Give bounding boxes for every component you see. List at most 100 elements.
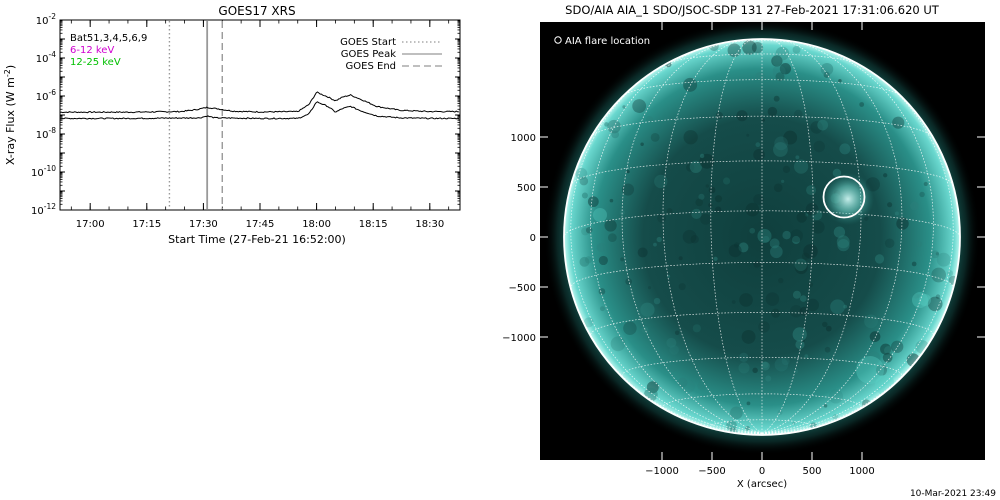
goes-x-tick-label: 18:00 <box>302 219 331 230</box>
disk-speckle <box>804 354 809 359</box>
disk-speckle <box>738 242 749 253</box>
goes-x-tick-label: 17:30 <box>189 219 218 230</box>
disk-speckle <box>794 261 808 275</box>
disk-speckle <box>678 283 686 291</box>
disk-speckle <box>773 95 780 102</box>
disk-speckle <box>604 122 609 127</box>
disk-speckle <box>916 241 923 248</box>
heliographic-grid <box>564 39 960 435</box>
disk-speckle <box>931 267 947 283</box>
disk-speckle <box>632 99 647 113</box>
disk-speckle <box>678 256 683 261</box>
disk-speckle <box>609 198 614 203</box>
disk-speckle <box>626 169 630 174</box>
disk-speckle <box>686 163 695 172</box>
aia-legend: AIA flare location <box>554 36 650 47</box>
goes-series-line-1 <box>59 101 460 120</box>
disk-speckle <box>859 102 865 107</box>
disk-speckle <box>874 254 885 264</box>
disk-speckle <box>843 304 848 309</box>
disk-speckle <box>753 194 764 205</box>
disk-speckle <box>773 183 783 193</box>
disk-speckle <box>804 213 809 217</box>
disk-speckle <box>760 361 770 371</box>
disk-speckle <box>689 160 702 174</box>
disk-speckle <box>699 153 715 169</box>
disk-speckle <box>771 55 783 67</box>
disk-speckle <box>746 401 751 406</box>
disk-speckle <box>623 321 637 336</box>
disk-speckle <box>753 148 765 161</box>
disk-speckle <box>666 337 677 348</box>
disk-speckle <box>801 252 810 260</box>
disk-speckle <box>734 242 740 248</box>
disk-speckle <box>745 202 760 217</box>
disk-speckle <box>699 153 705 159</box>
disk-speckle <box>739 352 749 362</box>
goes-y-tick-label: 10-4 <box>36 50 56 65</box>
disk-speckle <box>674 330 680 336</box>
disk-speckle <box>823 404 828 408</box>
goes-x-tick-label: 18:15 <box>359 219 388 230</box>
disk-speckle <box>806 185 817 196</box>
disk-speckle <box>715 111 723 120</box>
disk-speckle <box>803 244 818 259</box>
disk-speckle <box>792 45 801 54</box>
disk-speckle <box>584 256 593 264</box>
disk-speckle <box>783 130 798 145</box>
goes-x-axis-label: Start Time (27-Feb-21 16:52:00) <box>168 233 346 246</box>
disk-speckle <box>599 306 605 312</box>
disk-speckle <box>887 202 893 208</box>
disk-speckle <box>765 292 780 306</box>
disk-speckle <box>645 115 654 124</box>
aia-x-tick-label: 500 <box>802 466 821 477</box>
disk-speckle <box>817 119 829 131</box>
aia-x-ticks: −1000 −500 0 500 1000 <box>645 22 875 477</box>
disk-speckle <box>800 295 807 302</box>
disk-speckle <box>755 142 761 148</box>
disk-speckle <box>774 136 789 151</box>
disk-speckle <box>683 130 698 145</box>
disk-speckle <box>761 118 765 122</box>
disk-speckle <box>581 227 590 236</box>
disk-speckle <box>794 109 803 119</box>
disk-speckle <box>822 321 828 328</box>
goes-plot-frame <box>59 19 461 211</box>
aia-y-tick-label: 0 <box>530 233 536 244</box>
disk-speckle <box>751 41 764 54</box>
disk-speckle <box>752 367 758 374</box>
goes-y-tick-label: 10-10 <box>31 164 56 179</box>
disk-speckle <box>610 336 626 352</box>
aia-image-panel: SDO/AIA AIA_1 SDO/JSOC-SDP 131 27-Feb-20… <box>502 3 996 499</box>
disk-speckle <box>726 420 737 431</box>
disk-speckle <box>722 177 731 185</box>
disk-speckle <box>695 198 703 207</box>
disk-speckle <box>757 228 772 243</box>
goes-x-tick-label: 17:15 <box>132 219 161 230</box>
goes-legend-line-label: GOES Start <box>340 37 396 48</box>
disk-speckle <box>799 306 809 316</box>
disk-speckle <box>736 110 748 122</box>
disk-speckle <box>931 250 940 259</box>
disk-speckle <box>936 252 951 267</box>
disk-speckle <box>579 176 589 186</box>
disk-speckle <box>883 173 888 178</box>
goes-legend-header: Bat51,3,4,5,6,9 <box>70 33 147 44</box>
disk-speckle <box>828 389 844 404</box>
active-region <box>593 208 607 222</box>
disk-speckle <box>705 184 710 188</box>
disk-speckle <box>715 206 722 213</box>
disk-speckle <box>708 186 716 194</box>
disk-speckle <box>781 357 790 366</box>
disk-speckle <box>690 235 699 244</box>
goes-legend-band: 12-25 keV <box>70 57 121 68</box>
disk-speckle <box>583 317 594 328</box>
disk-speckle <box>653 242 657 247</box>
disk-speckle <box>810 121 823 134</box>
disk-speckle <box>875 364 888 376</box>
disk-speckle <box>791 235 801 245</box>
legend-circle-icon <box>554 36 562 44</box>
disk-speckle <box>935 252 940 256</box>
disk-speckle <box>730 406 743 420</box>
disk-speckle <box>579 256 590 267</box>
